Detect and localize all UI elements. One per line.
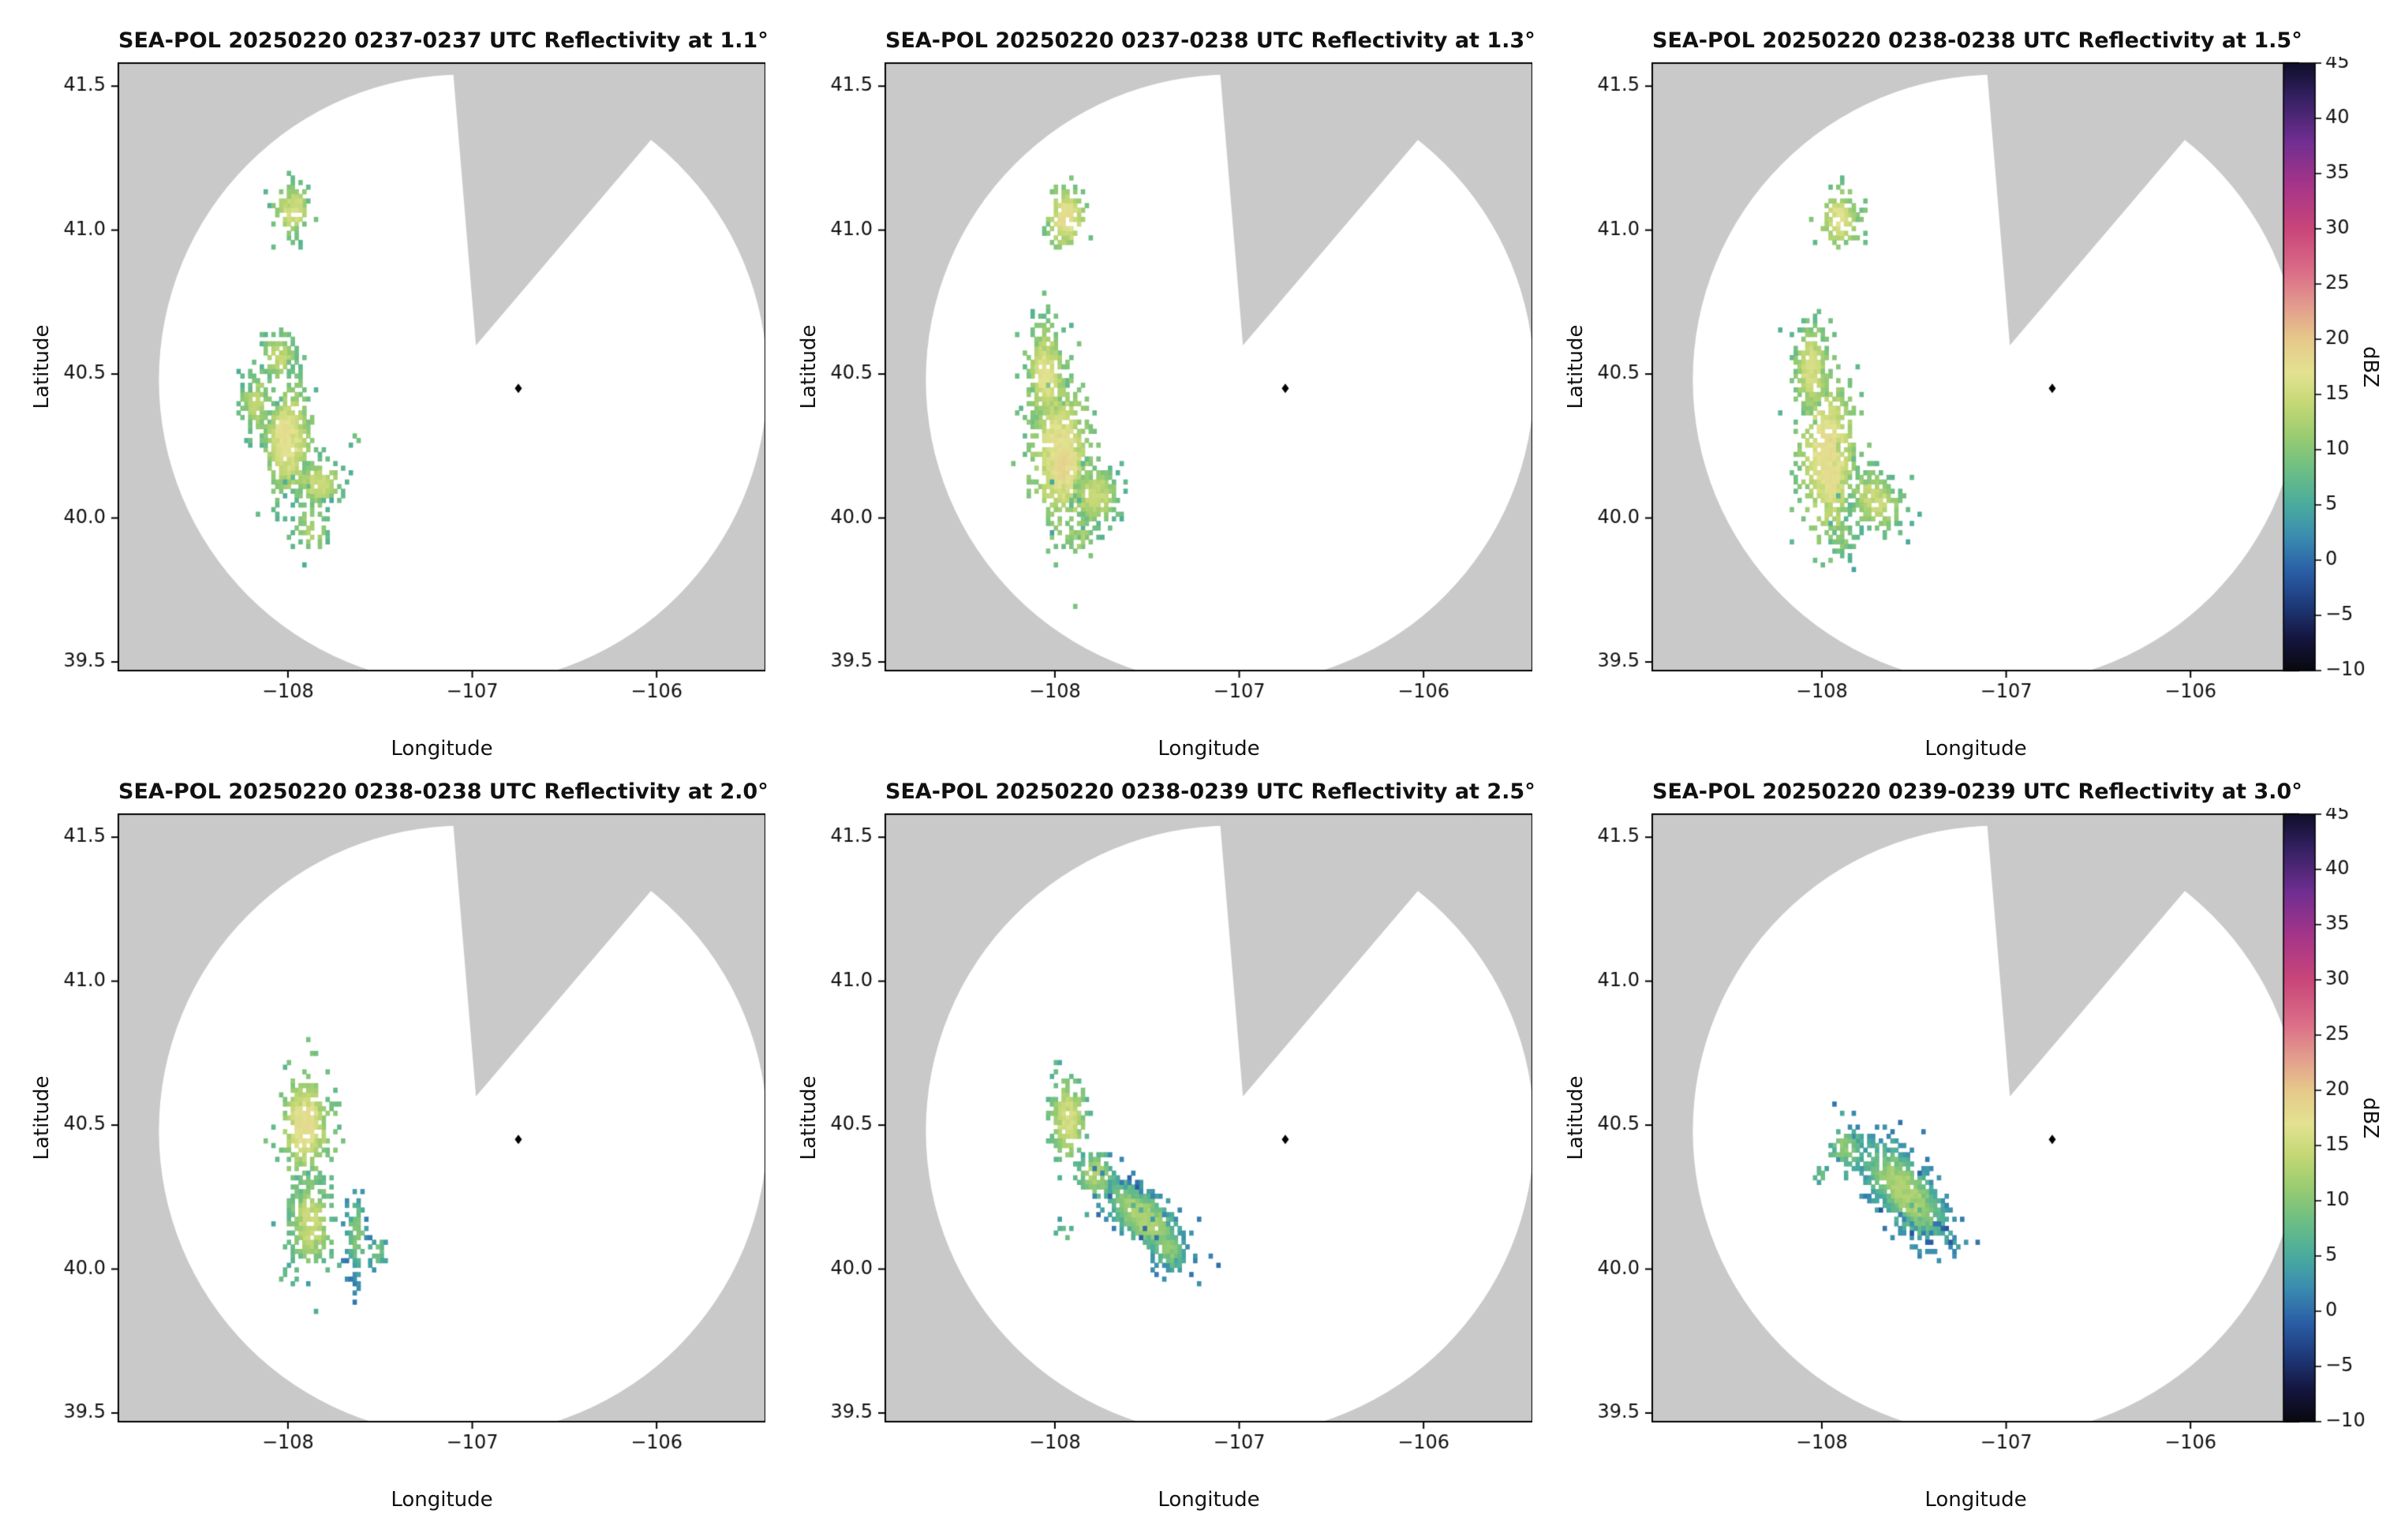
panel-title: SEA-POL 20250220 0239-0239 UTC Reflectiv… [1652, 779, 2302, 804]
radar-plot-canvas [783, 57, 1532, 735]
radar-plot-canvas [1550, 57, 2299, 735]
colorbar-label: dBZ [2358, 346, 2382, 388]
x-axis-label: Longitude [1924, 737, 2027, 761]
colorbar-canvas [2282, 57, 2369, 735]
y-axis-label: Latitude [797, 1075, 821, 1161]
panel-title: SEA-POL 20250220 0238-0238 UTC Reflectiv… [1652, 28, 2302, 53]
y-axis-label: Latitude [1564, 324, 1588, 409]
figure-row-1: SEA-POL 20250220 0237-0237 UTC Reflectiv… [0, 21, 2405, 764]
radar-plot-canvas [783, 808, 1532, 1486]
colorbar-canvas [2282, 808, 2369, 1486]
y-axis-label: Latitude [30, 1075, 54, 1161]
panel-title: SEA-POL 20250220 0237-0237 UTC Reflectiv… [118, 28, 769, 53]
x-axis-label: Longitude [1924, 1488, 2027, 1512]
x-axis-label: Longitude [391, 737, 493, 761]
radar-panel-2: SEA-POL 20250220 0237-0238 UTC Reflectiv… [783, 21, 1535, 764]
panel-title: SEA-POL 20250220 0237-0238 UTC Reflectiv… [885, 28, 1535, 53]
colorbar-row-1: dBZ [2282, 21, 2388, 735]
panel-title: SEA-POL 20250220 0238-0238 UTC Reflectiv… [118, 779, 769, 804]
radar-plot-canvas [16, 57, 765, 735]
x-axis-label: Longitude [1158, 737, 1260, 761]
y-axis-label: Latitude [797, 324, 821, 409]
radar-panel-4: SEA-POL 20250220 0238-0238 UTC Reflectiv… [16, 772, 769, 1515]
y-axis-label: Latitude [30, 324, 54, 409]
radar-panel-5: SEA-POL 20250220 0238-0239 UTC Reflectiv… [783, 772, 1535, 1515]
radar-plot-canvas [1550, 808, 2299, 1486]
colorbar-row-2: dBZ [2282, 772, 2388, 1486]
radar-panel-6: SEA-POL 20250220 0239-0239 UTC Reflectiv… [1550, 772, 2302, 1515]
radar-plot-canvas [16, 808, 765, 1486]
radar-panel-1: SEA-POL 20250220 0237-0237 UTC Reflectiv… [16, 21, 769, 764]
radar-panel-3: SEA-POL 20250220 0238-0238 UTC Reflectiv… [1550, 21, 2302, 764]
x-axis-label: Longitude [1158, 1488, 1260, 1512]
colorbar-label: dBZ [2358, 1097, 2382, 1139]
y-axis-label: Latitude [1564, 1075, 1588, 1161]
figure-row-2: SEA-POL 20250220 0238-0238 UTC Reflectiv… [0, 772, 2405, 1515]
x-axis-label: Longitude [391, 1488, 493, 1512]
panel-title: SEA-POL 20250220 0238-0239 UTC Reflectiv… [885, 779, 1535, 804]
